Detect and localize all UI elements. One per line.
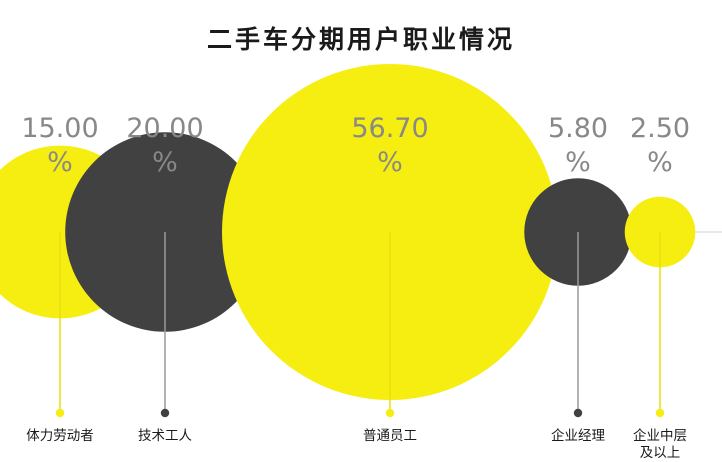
marker-dot-1 [55, 408, 65, 418]
value-label-3: 56.70% [351, 113, 428, 178]
value-label-5: 2.50% [630, 113, 690, 178]
chart-title: 二手车分期用户职业情况 [206, 25, 515, 54]
marker-dot-4 [573, 408, 583, 418]
marker-dot-2 [160, 408, 170, 418]
marker-dot-3 [385, 408, 395, 418]
marker-dot-5 [655, 408, 665, 418]
value-label-2: 20.00% [126, 113, 203, 178]
category-label-2: 技术工人 [138, 428, 192, 444]
value-label-4: 5.80% [548, 113, 608, 178]
category-label-3: 普通员工 [363, 428, 417, 444]
category-label-4: 企业经理 [551, 427, 605, 444]
category-label-1: 体力劳动者 [26, 428, 94, 444]
category-label-5: 企业中层及以上 [633, 427, 687, 461]
value-label-1: 15.00% [21, 113, 98, 178]
